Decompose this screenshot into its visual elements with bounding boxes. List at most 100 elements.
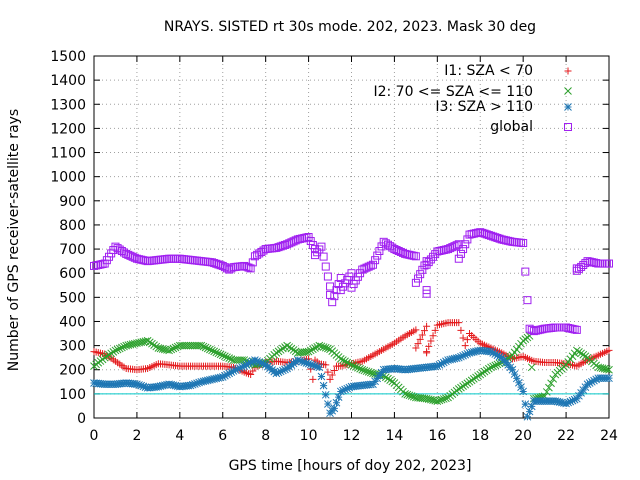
point-series-3 (276, 367, 285, 376)
point-series-3 (259, 360, 268, 368)
point-series-2 (210, 347, 219, 356)
point-series-4 (126, 251, 135, 260)
point-series-3 (191, 380, 199, 388)
point-series-4 (605, 259, 613, 268)
point-series-3 (523, 412, 532, 421)
point-series-3 (339, 386, 347, 395)
point-series-2 (302, 348, 311, 356)
point-series-2 (212, 348, 221, 357)
point-series-3 (302, 359, 311, 367)
point-series-3 (300, 358, 309, 367)
point-series-2 (351, 362, 360, 371)
point-series-3 (332, 398, 341, 407)
point-series-4 (450, 242, 459, 251)
point-series-2 (304, 347, 313, 356)
point-series-4 (454, 254, 463, 263)
point-series-4 (411, 252, 420, 261)
x-tick-label: 10 (300, 428, 318, 444)
x-tick-label: 6 (218, 428, 227, 444)
point-series-4 (581, 259, 590, 268)
point-series-3 (577, 389, 585, 397)
point-series-3 (188, 380, 197, 389)
point-series-4 (220, 263, 229, 272)
x-tick-label: 22 (557, 428, 575, 444)
point-series-1 (309, 375, 317, 383)
point-series-2 (605, 365, 613, 374)
point-series-2 (319, 343, 328, 351)
point-series-2 (214, 349, 223, 358)
point-series-4 (317, 242, 326, 251)
point-series-2 (206, 345, 214, 354)
legend: I1: SZA < 70 I2: 70 <= SZA <= 110 I3: SZ… (373, 63, 572, 135)
point-series-1 (420, 327, 428, 335)
point-series-4 (306, 237, 315, 246)
point-series-3 (141, 383, 150, 391)
point-series-3 (218, 373, 227, 381)
point-series-3 (512, 374, 521, 383)
point-series-3 (343, 384, 352, 393)
point-series-2 (167, 345, 176, 354)
point-series-3 (231, 366, 240, 374)
point-series-4 (259, 246, 268, 255)
point-series-3 (306, 360, 315, 369)
point-series-2 (527, 363, 536, 372)
point-series-3 (566, 397, 575, 406)
point-series-2 (120, 342, 128, 351)
point-series-4 (392, 246, 401, 255)
point-series-3 (489, 348, 497, 357)
point-series-4 (523, 296, 532, 305)
point-series-3 (527, 402, 536, 411)
point-series-3 (437, 359, 446, 368)
point-series-3 (341, 385, 349, 394)
point-series-2 (221, 352, 229, 361)
legend-label-global: global (490, 119, 533, 135)
point-series-4 (330, 292, 339, 301)
point-series-2 (309, 345, 317, 354)
point-series-2 (433, 397, 442, 405)
point-series-4 (422, 289, 431, 298)
y-tick-label: 1400 (50, 73, 86, 89)
point-series-3 (521, 400, 530, 408)
y-tick-label: 900 (59, 194, 86, 210)
point-series-4 (315, 245, 324, 254)
y-axis-label: Number of GPS receiver-satellite rays (6, 109, 22, 371)
point-series-3 (229, 367, 238, 375)
data-marks (90, 228, 613, 421)
x-tick-label: 16 (428, 428, 446, 444)
point-series-1 (605, 346, 613, 354)
point-series-3 (311, 362, 319, 370)
point-series-4 (463, 235, 472, 244)
point-series-3 (242, 361, 251, 369)
point-series-1 (455, 319, 463, 327)
point-series-2 (403, 390, 412, 399)
point-series-4 (328, 298, 337, 307)
point-series-4 (227, 264, 236, 273)
point-series-2 (311, 344, 319, 352)
point-series-4 (482, 230, 491, 239)
point-series-3 (585, 379, 594, 387)
point-series-4 (459, 245, 468, 254)
point-series-4 (291, 236, 300, 245)
point-series-3 (575, 391, 583, 400)
point-series-1 (330, 367, 338, 375)
point-series-4 (519, 239, 528, 248)
y-tick-label: 800 (59, 218, 86, 234)
point-series-2 (321, 343, 330, 352)
x-axis-label: GPS time [hours of doy 202, 2023] (229, 458, 472, 474)
point-series-1 (249, 367, 257, 375)
point-series-2 (306, 346, 315, 355)
point-series-2 (324, 344, 332, 353)
point-series-3 (487, 347, 495, 356)
point-series-4 (223, 264, 232, 273)
point-series-4 (128, 252, 137, 261)
x-tick-label: 12 (343, 428, 361, 444)
point-series-3 (294, 356, 302, 364)
point-series-3 (570, 395, 579, 404)
legend-marker-series-4 (564, 123, 572, 131)
point-series-4 (424, 258, 433, 267)
point-series-4 (379, 237, 388, 246)
point-series-3 (510, 370, 519, 378)
point-series-3 (278, 366, 287, 375)
point-series-4 (311, 251, 320, 260)
